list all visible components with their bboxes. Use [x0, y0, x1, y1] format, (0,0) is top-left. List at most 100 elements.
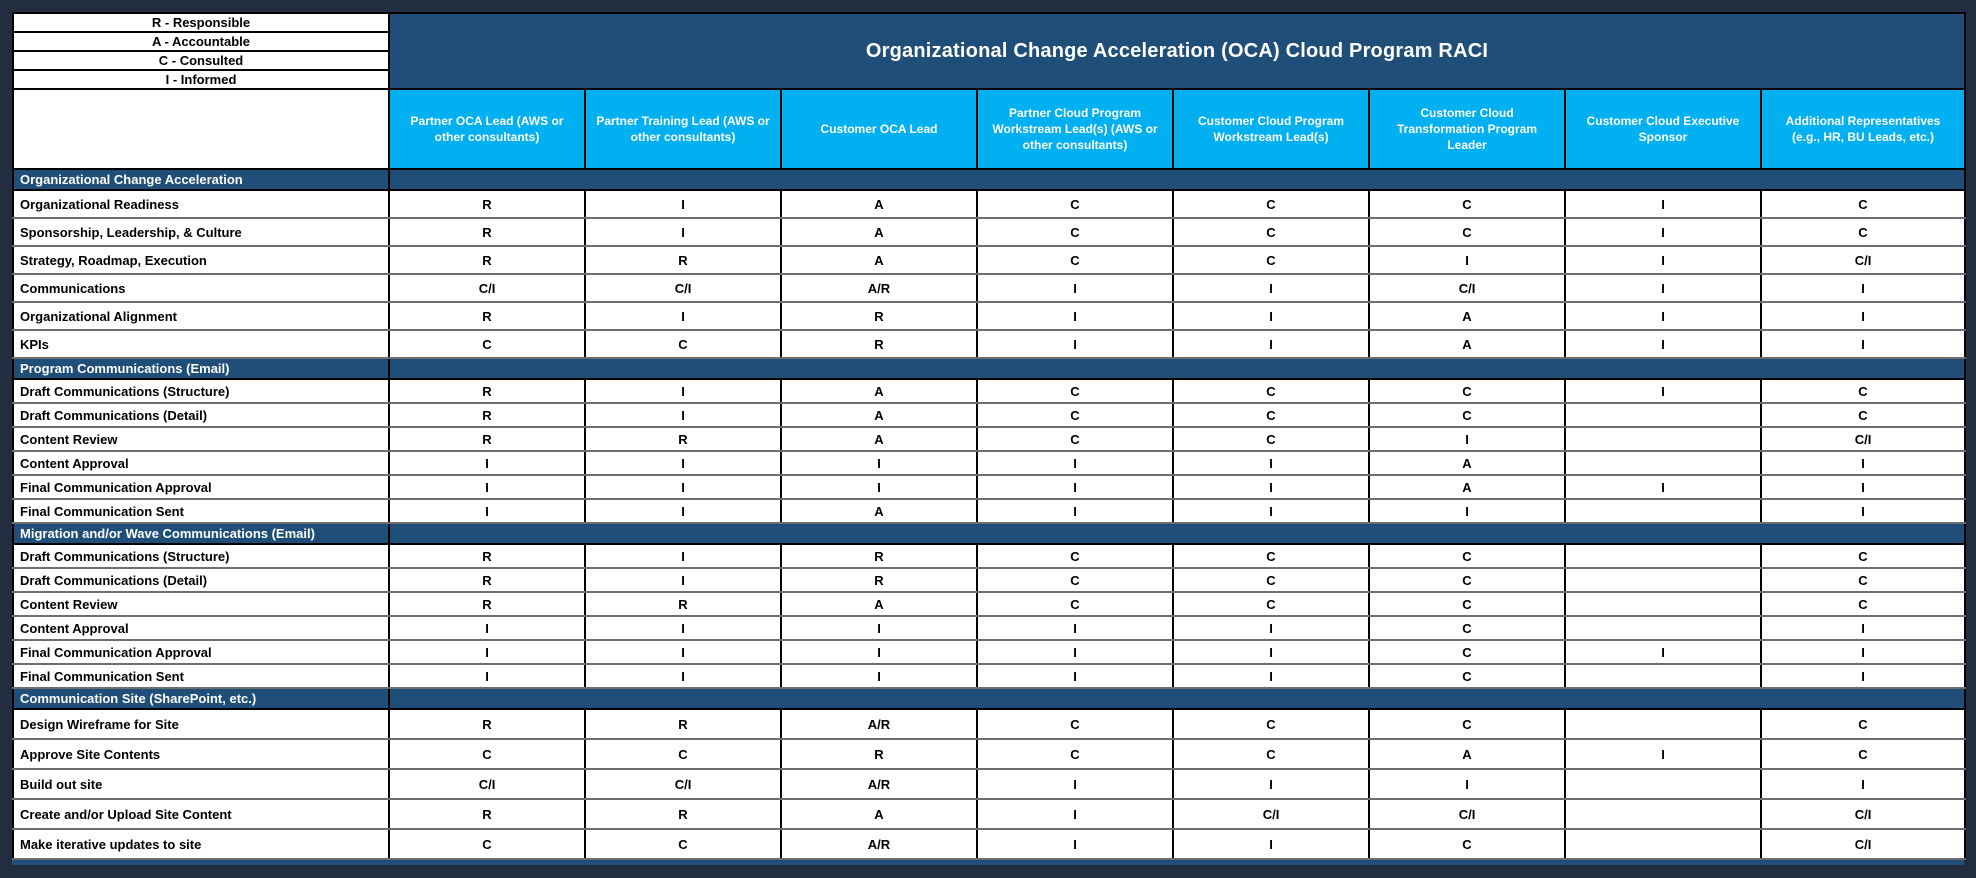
raci-value-cell: A/R [780, 274, 978, 303]
column-header-customer-transformation-leader: Customer Cloud Transformation Program Le… [1368, 88, 1566, 170]
column-header-additional-representatives: Additional Representatives (e.g., HR, BU… [1760, 88, 1966, 170]
raci-value-cell: C/I [388, 769, 586, 800]
table-row: Create and/or Upload Site Content R R A I C/I… [12, 799, 1966, 830]
raci-value-cell: C [1368, 403, 1566, 428]
raci-value-cell: I [1564, 302, 1762, 331]
raci-value-cell: I [1564, 190, 1762, 219]
raci-value-cell: C [1172, 592, 1370, 617]
raci-value-cell: R [780, 544, 978, 569]
raci-value-cell: I [780, 640, 978, 665]
activity-label: Draft Communications (Structure) [12, 544, 390, 569]
raci-value-cell: C [1368, 190, 1566, 219]
raci-value-cell: R [780, 739, 978, 770]
raci-value-cell: C [976, 427, 1174, 452]
raci-value-cell: C/I [584, 274, 782, 303]
activity-label: Organizational Alignment [12, 302, 390, 331]
raci-value-cell: I [976, 799, 1174, 830]
table-bottom-accent [12, 860, 1964, 865]
activity-label: Final Communication Sent [12, 499, 390, 524]
raci-value-cell: C [976, 592, 1174, 617]
table-row: Build out site C/I C/I A/R I I I I [12, 769, 1966, 800]
raci-value-cell: C [1172, 739, 1370, 770]
raci-value-cell: R [388, 568, 586, 593]
legend-item-informed: I - Informed [12, 69, 390, 90]
raci-value-cell: I [976, 451, 1174, 476]
raci-value-cell: I [1760, 475, 1966, 500]
raci-value-cell: I [1564, 379, 1762, 404]
activity-label: Approve Site Contents [12, 739, 390, 770]
raci-value-cell: I [584, 544, 782, 569]
raci-value-cell: C [1760, 190, 1966, 219]
raci-value-cell: I [1172, 330, 1370, 359]
section-band [388, 168, 1966, 191]
raci-matrix: R - Responsible Organizational Change Ac… [12, 12, 1966, 865]
raci-value-cell: I [1760, 274, 1966, 303]
section-row: Organizational Change Acceleration [12, 168, 1966, 191]
raci-value-cell: A [780, 427, 978, 452]
raci-value-cell: C/I [1760, 829, 1966, 860]
raci-value-cell: I [1172, 640, 1370, 665]
raci-value-cell: I [1760, 499, 1966, 524]
table-row: Organizational Readiness R I A C C C I C [12, 190, 1966, 219]
raci-value-cell: R [388, 544, 586, 569]
raci-value-cell: I [976, 330, 1174, 359]
raci-value-cell: I [388, 451, 586, 476]
table-row: Final Communication Approval I I I I I A I I [12, 475, 1966, 500]
raci-value-cell: I [584, 616, 782, 641]
raci-value-cell: C [1368, 664, 1566, 689]
raci-value-cell: C [1368, 568, 1566, 593]
raci-value-cell: I [976, 769, 1174, 800]
raci-value-cell: R [388, 190, 586, 219]
activity-label: Draft Communications (Detail) [12, 568, 390, 593]
raci-value-cell: I [584, 190, 782, 219]
legend-row: R - Responsible Organizational Change Ac… [12, 12, 1966, 90]
section-band [388, 522, 1966, 545]
activity-label: Build out site [12, 769, 390, 800]
raci-value-cell [1564, 427, 1762, 452]
activity-label: Content Approval [12, 616, 390, 641]
raci-value-cell: A [780, 799, 978, 830]
raci-value-cell: I [584, 302, 782, 331]
raci-value-cell: C [976, 246, 1174, 275]
raci-value-cell: I [388, 499, 586, 524]
raci-value-cell: R [388, 379, 586, 404]
raci-value-cell: I [780, 616, 978, 641]
legend-row: A - Accountable [12, 31, 1965, 52]
activity-label: Sponsorship, Leadership, & Culture [12, 218, 390, 247]
corner-blank-cell [12, 88, 390, 170]
raci-value-cell: C [976, 190, 1174, 219]
raci-value-cell: R [388, 427, 586, 452]
raci-value-cell: I [1172, 829, 1370, 860]
activity-label: Organizational Readiness [12, 190, 390, 219]
raci-value-cell: I [1564, 246, 1762, 275]
raci-value-cell: C/I [1760, 246, 1966, 275]
raci-value-cell: I [1760, 769, 1966, 800]
raci-value-cell: R [780, 330, 978, 359]
activity-label: Final Communication Sent [12, 664, 390, 689]
raci-value-cell: I [976, 499, 1174, 524]
table-row: Make iterative updates to site C C A/R I I C C/… [12, 829, 1966, 860]
raci-value-cell: C [976, 544, 1174, 569]
raci-value-cell: I [1760, 616, 1966, 641]
raci-value-cell: I [1760, 664, 1966, 689]
raci-value-cell: C [1172, 379, 1370, 404]
raci-value-cell: I [388, 475, 586, 500]
table-row: Draft Communications (Structure) R I A C C C I C [12, 379, 1966, 404]
raci-value-cell: C [1172, 218, 1370, 247]
raci-value-cell: A/R [780, 769, 978, 800]
raci-value-cell: C [1368, 829, 1566, 860]
raci-value-cell: C [1172, 403, 1370, 428]
raci-value-cell: I [1760, 640, 1966, 665]
section-header-label: Migration and/or Wave Communications (Em… [12, 522, 390, 545]
raci-value-cell: A [1368, 302, 1566, 331]
raci-value-cell: R [388, 799, 586, 830]
raci-value-cell: C [1368, 709, 1566, 740]
raci-value-cell: C [1172, 190, 1370, 219]
table-row: Content Review R R A C C C C [12, 592, 1966, 617]
raci-value-cell: I [1760, 302, 1966, 331]
raci-value-cell: C [1368, 616, 1566, 641]
raci-value-cell: C [976, 403, 1174, 428]
raci-value-cell: C [1172, 709, 1370, 740]
raci-value-cell: I [1368, 499, 1566, 524]
table-row: Sponsorship, Leadership, & Culture R I A C C C… [12, 218, 1966, 247]
